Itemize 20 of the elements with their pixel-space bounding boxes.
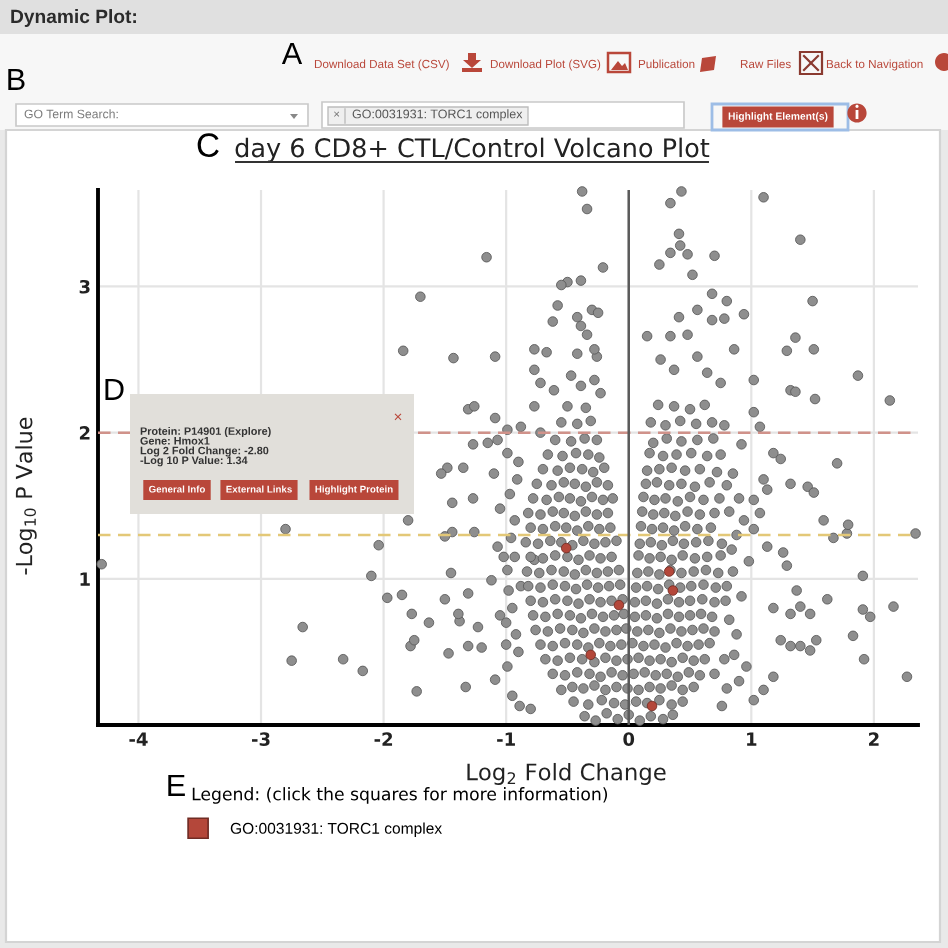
x-tick-label: 2 — [869, 732, 879, 746]
y-tick-label: 2 — [79, 426, 90, 440]
text: E — [168, 774, 185, 796]
x-tick-label: -4 — [129, 732, 148, 746]
x-tick-label: -1 — [497, 732, 515, 746]
text: C — [197, 133, 219, 157]
x-tick-label: 0 — [623, 732, 635, 746]
x-tick-label: 1 — [747, 732, 757, 746]
annotation: D — [105, 378, 124, 400]
text: B — [8, 68, 25, 90]
x-tick-label: -2 — [374, 732, 393, 746]
text: Dynamic Plot: — [11, 9, 136, 27]
y-tick-label: 1 — [80, 572, 90, 586]
legend-title: Legend: (click the squares for more information) — [192, 787, 608, 804]
chart-title: day 6 CD8+ CTL/Control Volcano Plot — [235, 137, 710, 163]
x-tick-label: -3 — [251, 732, 270, 746]
y-axis-title: -Log$_{10}$ P Value — [15, 417, 37, 575]
text: A — [281, 42, 303, 64]
y-tick-label: 3 — [79, 279, 90, 294]
x-axis-title: Log$_{2}$ Fold Change — [467, 762, 666, 785]
